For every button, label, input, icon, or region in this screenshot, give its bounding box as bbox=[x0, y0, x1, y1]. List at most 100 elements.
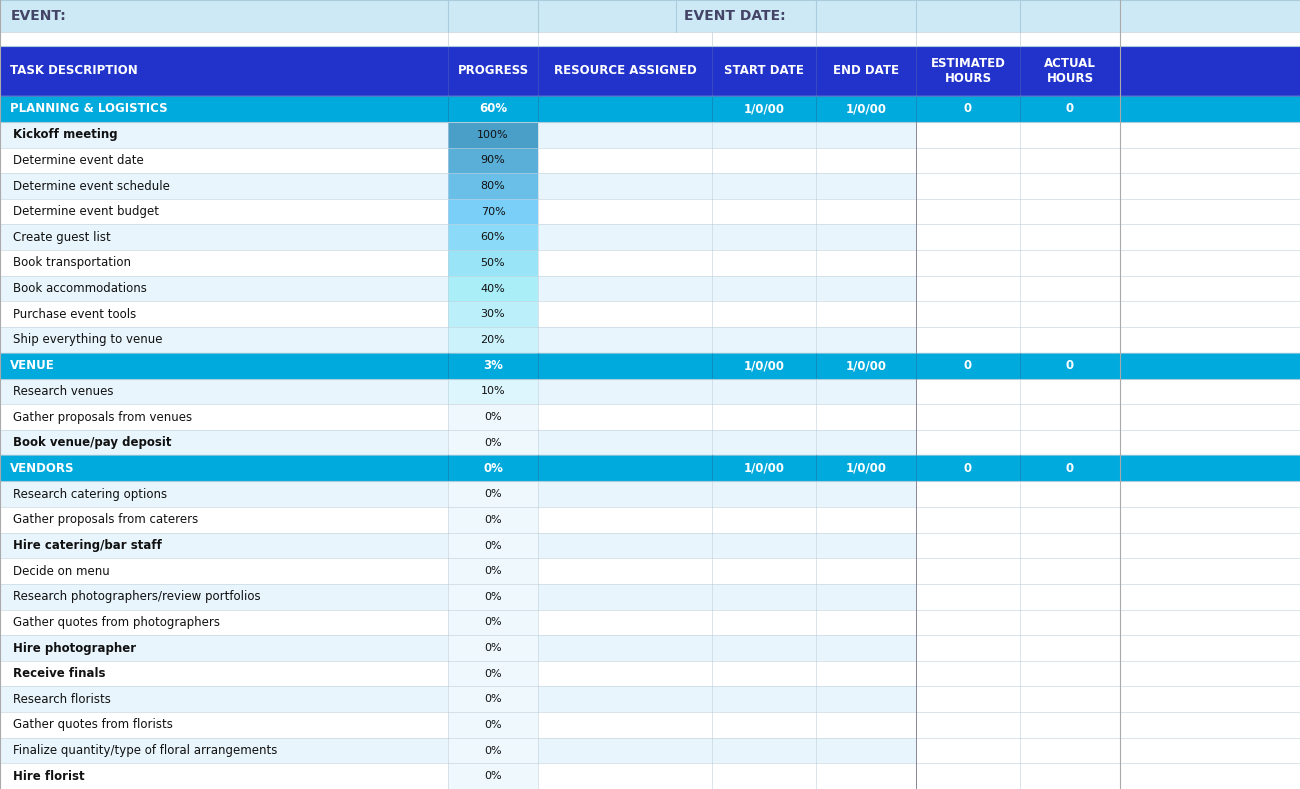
Text: ESTIMATED
HOURS: ESTIMATED HOURS bbox=[931, 57, 1005, 85]
Bar bbox=[916, 122, 1021, 148]
Text: Create guest list: Create guest list bbox=[13, 231, 111, 244]
Bar bbox=[0, 46, 1300, 96]
Bar bbox=[916, 764, 1021, 789]
Bar bbox=[0, 301, 448, 327]
Bar bbox=[538, 122, 712, 148]
Bar bbox=[538, 635, 712, 661]
Bar bbox=[0, 584, 448, 610]
Bar bbox=[816, 559, 916, 584]
Bar bbox=[0, 481, 448, 507]
Bar bbox=[916, 225, 1021, 250]
Bar bbox=[816, 275, 916, 301]
Bar bbox=[916, 301, 1021, 327]
Bar bbox=[0, 610, 448, 635]
Bar bbox=[448, 661, 538, 686]
Bar bbox=[916, 610, 1021, 635]
Bar bbox=[916, 174, 1021, 199]
Bar bbox=[816, 584, 916, 610]
Bar bbox=[816, 174, 916, 199]
Bar bbox=[538, 559, 712, 584]
Bar bbox=[538, 301, 712, 327]
Bar bbox=[0, 225, 448, 250]
Text: PLANNING & LOGISTICS: PLANNING & LOGISTICS bbox=[10, 103, 168, 115]
Bar bbox=[0, 559, 448, 584]
Bar bbox=[0, 379, 448, 404]
Text: START DATE: START DATE bbox=[724, 65, 803, 77]
Text: 0%: 0% bbox=[484, 643, 502, 653]
Text: VENUE: VENUE bbox=[10, 359, 55, 372]
Text: 0: 0 bbox=[1066, 103, 1074, 115]
Text: Research florists: Research florists bbox=[13, 693, 111, 706]
Bar bbox=[1020, 327, 1121, 353]
Bar bbox=[712, 174, 816, 199]
Text: 0%: 0% bbox=[484, 438, 502, 447]
Bar bbox=[538, 686, 712, 712]
Bar bbox=[1020, 661, 1121, 686]
Bar bbox=[816, 481, 916, 507]
Text: 0%: 0% bbox=[484, 462, 503, 475]
Text: EVENT:: EVENT: bbox=[10, 9, 66, 23]
Text: 0: 0 bbox=[963, 462, 972, 475]
Bar bbox=[816, 507, 916, 533]
Text: Determine event schedule: Determine event schedule bbox=[13, 180, 170, 193]
Bar bbox=[1020, 481, 1121, 507]
Bar bbox=[712, 327, 816, 353]
Text: EVENT DATE:: EVENT DATE: bbox=[684, 9, 785, 23]
Text: 30%: 30% bbox=[481, 309, 506, 320]
Text: PROGRESS: PROGRESS bbox=[458, 65, 529, 77]
Bar bbox=[448, 635, 538, 661]
Bar bbox=[816, 327, 916, 353]
Bar bbox=[0, 533, 448, 559]
Bar bbox=[712, 148, 816, 174]
Bar bbox=[916, 559, 1021, 584]
Bar bbox=[448, 148, 538, 174]
Bar bbox=[712, 301, 816, 327]
Text: 40%: 40% bbox=[481, 283, 506, 294]
Text: 0%: 0% bbox=[484, 592, 502, 602]
Bar bbox=[712, 507, 816, 533]
Text: 0%: 0% bbox=[484, 489, 502, 499]
Bar bbox=[0, 148, 448, 174]
Bar bbox=[0, 507, 448, 533]
Text: Gather quotes from photographers: Gather quotes from photographers bbox=[13, 616, 220, 629]
Text: 100%: 100% bbox=[477, 130, 508, 140]
Text: Gather quotes from florists: Gather quotes from florists bbox=[13, 719, 173, 731]
Bar bbox=[538, 148, 712, 174]
Bar bbox=[816, 148, 916, 174]
Bar bbox=[538, 404, 712, 430]
Text: 0%: 0% bbox=[484, 669, 502, 679]
Text: Research photographers/review portfolios: Research photographers/review portfolios bbox=[13, 590, 260, 604]
Bar bbox=[448, 559, 538, 584]
Text: 0: 0 bbox=[963, 359, 972, 372]
Bar bbox=[448, 533, 538, 559]
Bar bbox=[538, 199, 712, 225]
Text: 0%: 0% bbox=[484, 771, 502, 781]
Bar bbox=[538, 584, 712, 610]
Bar bbox=[0, 32, 1300, 46]
Bar bbox=[712, 275, 816, 301]
Bar bbox=[538, 174, 712, 199]
Text: VENDORS: VENDORS bbox=[10, 462, 75, 475]
Bar bbox=[816, 764, 916, 789]
Bar bbox=[538, 507, 712, 533]
Text: Gather proposals from venues: Gather proposals from venues bbox=[13, 410, 192, 424]
Bar bbox=[916, 430, 1021, 455]
Bar bbox=[816, 686, 916, 712]
Bar bbox=[1020, 379, 1121, 404]
Bar bbox=[538, 430, 712, 455]
Bar bbox=[712, 738, 816, 764]
Text: 0%: 0% bbox=[484, 694, 502, 705]
Bar bbox=[1020, 301, 1121, 327]
Bar bbox=[916, 635, 1021, 661]
Bar bbox=[916, 199, 1021, 225]
Text: 0%: 0% bbox=[484, 567, 502, 576]
Bar bbox=[712, 404, 816, 430]
Bar bbox=[916, 481, 1021, 507]
Bar bbox=[1020, 404, 1121, 430]
Bar bbox=[0, 712, 448, 738]
Bar bbox=[816, 199, 916, 225]
Bar bbox=[538, 661, 712, 686]
Text: Ship everything to venue: Ship everything to venue bbox=[13, 333, 162, 346]
Text: Determine event date: Determine event date bbox=[13, 154, 144, 167]
Bar bbox=[448, 379, 538, 404]
